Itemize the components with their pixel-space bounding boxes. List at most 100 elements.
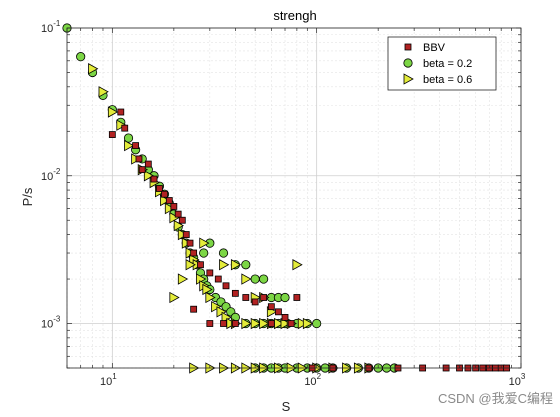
legend-marker — [404, 43, 412, 51]
y-tick-label-exponent: -1 — [53, 19, 61, 28]
y-tick-label-exponent: -2 — [53, 167, 61, 176]
plot-frame — [66, 27, 522, 369]
data-point — [98, 86, 109, 98]
x-tick-label-exponent: 1 — [112, 372, 117, 381]
watermark-text: CSDN @我爱C编程 — [438, 391, 553, 406]
data-point — [259, 274, 269, 284]
data-point — [169, 291, 180, 304]
data-point — [242, 294, 250, 301]
data-point — [292, 259, 303, 271]
data-point — [76, 52, 86, 62]
data-point — [116, 119, 127, 131]
data-point — [259, 317, 270, 330]
data-point — [267, 303, 275, 311]
y-tick-label: 10-3 — [41, 315, 61, 331]
data-point — [250, 317, 261, 330]
data-point — [275, 308, 282, 316]
data-point — [206, 320, 214, 327]
data-point — [280, 292, 290, 303]
legend-label: beta = 0.6 — [423, 74, 472, 86]
y-axis-label: P/s — [20, 187, 35, 206]
axis-ticks — [66, 27, 522, 369]
legend-marker — [403, 73, 414, 85]
data-point — [312, 318, 322, 329]
x-tick-label-base: 10 — [304, 376, 316, 388]
legend: BBV beta = 0.2 beta = 0.6 — [387, 36, 497, 91]
data-point — [143, 170, 155, 182]
series-triangle-right — [88, 63, 375, 374]
data-point — [202, 283, 213, 296]
data-point — [88, 63, 99, 75]
data-point — [190, 305, 198, 313]
data-point — [267, 320, 275, 327]
data-point — [219, 259, 230, 271]
data-point — [241, 273, 252, 285]
x-axis-label: S — [282, 399, 291, 414]
data-point — [177, 273, 189, 285]
data-point — [197, 261, 204, 269]
data-point — [144, 160, 152, 168]
data-point — [108, 131, 116, 138]
legend-marker — [403, 58, 413, 68]
data-point — [174, 210, 182, 218]
data-point — [281, 314, 289, 321]
y-tick-label-base: 10 — [41, 171, 53, 183]
data-point — [182, 231, 190, 238]
data-point — [230, 259, 242, 271]
data-point — [199, 237, 210, 249]
x-tick-label: 101 — [100, 372, 117, 388]
y-tick-label-exponent: -3 — [53, 315, 61, 324]
x-tick-label-exponent: 3 — [521, 372, 526, 381]
data-point — [250, 274, 260, 284]
chart-title: strengh — [273, 8, 316, 23]
data-point — [161, 190, 168, 198]
data-point — [231, 289, 239, 297]
y-tick-label-base: 10 — [41, 319, 53, 331]
data-point — [107, 106, 119, 118]
data-point — [205, 291, 216, 304]
data-point — [138, 166, 146, 174]
data-point — [121, 124, 129, 132]
data-point — [222, 282, 230, 290]
data-point — [214, 275, 222, 283]
data-point — [150, 175, 158, 183]
data-point — [170, 203, 178, 210]
data-point — [280, 317, 291, 330]
data-point — [178, 216, 186, 224]
data-point — [123, 133, 134, 143]
data-point — [251, 298, 259, 306]
data-point — [169, 212, 180, 224]
y-tick-label: 10-2 — [41, 167, 61, 183]
data-point — [173, 219, 184, 232]
data-point — [241, 260, 251, 270]
data-point — [186, 239, 194, 247]
y-tick-label-base: 10 — [41, 23, 53, 35]
data-point — [199, 248, 209, 258]
data-point — [117, 108, 125, 116]
data-point — [185, 259, 196, 271]
data-point — [211, 301, 222, 313]
y-tick-label: 10-1 — [41, 19, 61, 35]
data-point — [218, 248, 229, 258]
data-point — [287, 320, 295, 327]
data-point — [216, 306, 227, 318]
data-point — [190, 249, 198, 257]
x-tick-label-exponent: 2 — [317, 372, 322, 381]
data-point — [206, 269, 214, 277]
data-point — [132, 142, 140, 149]
data-point — [260, 294, 268, 301]
data-point — [220, 320, 227, 327]
x-tick-label-base: 10 — [509, 376, 521, 388]
x-tick-label: 102 — [304, 372, 321, 388]
x-tick-label-base: 10 — [100, 376, 112, 388]
data-point — [124, 139, 135, 152]
legend-label: beta = 0.2 — [423, 58, 472, 70]
data-point — [241, 317, 252, 330]
data-point — [164, 202, 176, 215]
data-point — [231, 320, 239, 327]
x-tick-label: 103 — [509, 372, 526, 388]
data-point — [293, 294, 301, 301]
data-point — [156, 185, 163, 192]
